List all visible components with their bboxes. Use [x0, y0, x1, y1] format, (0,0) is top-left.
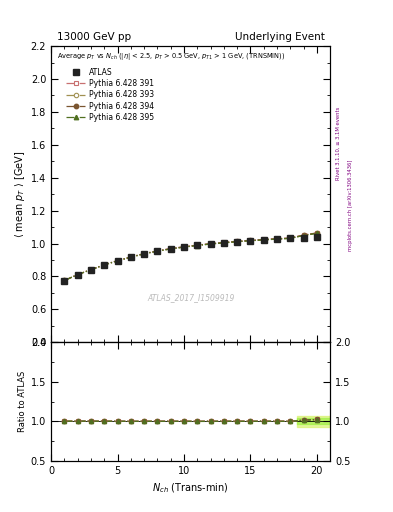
- Text: 13000 GeV pp: 13000 GeV pp: [57, 32, 131, 41]
- Y-axis label: Ratio to ATLAS: Ratio to ATLAS: [18, 371, 27, 432]
- Y-axis label: $\langle$ mean $p_T$ $\rangle$ [GeV]: $\langle$ mean $p_T$ $\rangle$ [GeV]: [13, 151, 27, 238]
- Legend: ATLAS, Pythia 6.428 391, Pythia 6.428 393, Pythia 6.428 394, Pythia 6.428 395: ATLAS, Pythia 6.428 391, Pythia 6.428 39…: [63, 65, 158, 125]
- Text: Underlying Event: Underlying Event: [235, 32, 325, 41]
- Text: Average $p_T$ vs $N_{ch}$ ($|\eta|$ < 2.5, $p_T$ > 0.5 GeV, $p_{T1}$ > 1 GeV, (T: Average $p_T$ vs $N_{ch}$ ($|\eta|$ < 2.…: [57, 51, 285, 61]
- Text: mcplots.cern.ch [arXiv:1306.3436]: mcplots.cern.ch [arXiv:1306.3436]: [348, 159, 353, 250]
- Text: ATLAS_2017_I1509919: ATLAS_2017_I1509919: [147, 293, 234, 303]
- Text: Rivet 3.1.10, ≥ 3.1M events: Rivet 3.1.10, ≥ 3.1M events: [336, 106, 341, 180]
- X-axis label: $N_{ch}$ (Trans-min): $N_{ch}$ (Trans-min): [152, 481, 229, 495]
